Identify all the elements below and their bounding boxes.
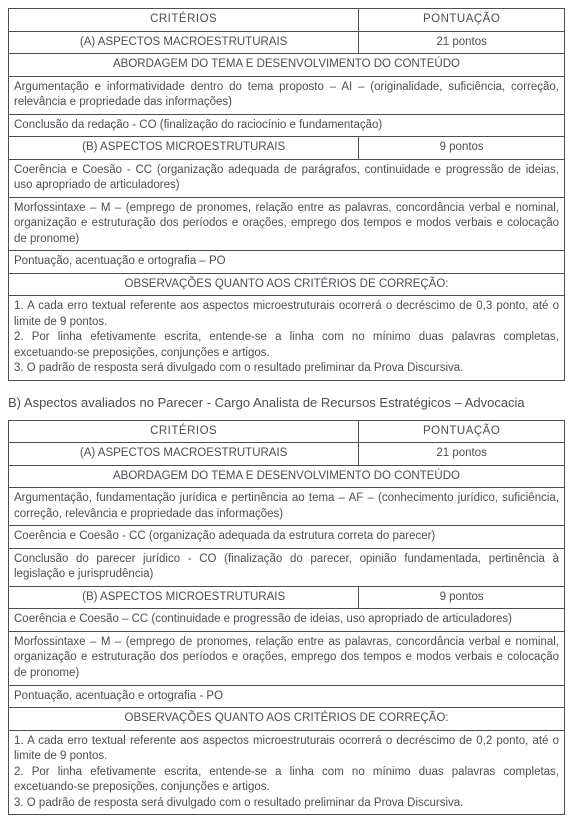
section-b-title: B) Aspectos avaliados no Parecer - Cargo…	[8, 395, 565, 410]
micro-row: (B) ASPECTOS MICROESTRUTURAIS 9 pontos	[9, 137, 565, 160]
micro-points: 9 pontos	[359, 586, 565, 609]
row-cc: Coerência e Coesão - CC (organização ade…	[9, 159, 565, 197]
table-header: CRITÉRIOS PONTUAÇÃO	[9, 9, 565, 32]
micro-label: (B) ASPECTOS MICROESTRUTURAIS	[9, 586, 359, 609]
obs-body-row: 1. A cada erro textual referente aos asp…	[9, 730, 565, 815]
row-po: Pontuação, acentuação e ortografia - PO	[9, 685, 565, 708]
row-conclusao: Conclusão do parecer jurídico - CO (fina…	[9, 548, 565, 586]
obs-item-1: 1. A cada erro textual referente aos asp…	[14, 299, 559, 330]
criteria-table-2: CRITÉRIOS PONTUAÇÃO (A) ASPECTOS MACROES…	[8, 420, 565, 815]
row-morfo: Morfossintaxe – M – (emprego de pronomes…	[9, 197, 565, 251]
row-cc: Coerência e Coesão - CC (organização ade…	[9, 526, 565, 549]
abordagem-row: ABORDAGEM DO TEMA E DESENVOLVIMENTO DO C…	[9, 465, 565, 488]
header-score: PONTUAÇÃO	[359, 9, 565, 32]
content-row: Morfossintaxe – M – (emprego de pronomes…	[9, 631, 565, 685]
obs-body: 1. A cada erro textual referente aos asp…	[9, 296, 565, 381]
header-criteria: CRITÉRIOS	[9, 9, 359, 32]
obs-item-1: 1. A cada erro textual referente aos asp…	[14, 734, 559, 765]
content-row: Conclusão do parecer jurídico - CO (fina…	[9, 548, 565, 586]
row-conclusao: Conclusão da redação - CO (finalização d…	[9, 114, 565, 137]
header-score: PONTUAÇÃO	[359, 420, 565, 443]
obs-item-3: 3. O padrão de resposta será divulgado c…	[14, 796, 559, 812]
content-row: Argumentação e informatividade dentro do…	[9, 76, 565, 114]
obs-header: OBSERVAÇÕES QUANTO AOS CRITÉRIOS DE CORR…	[9, 708, 565, 731]
content-row: Coerência e Coesão – CC (continuidade e …	[9, 609, 565, 632]
content-row: Coerência e Coesão - CC (organização ade…	[9, 526, 565, 549]
macro-row: (A) ASPECTOS MACROESTRUTURAIS 21 pontos	[9, 443, 565, 466]
row-arg: Argumentação e informatividade dentro do…	[9, 76, 565, 114]
macro-label: (A) ASPECTOS MACROESTRUTURAIS	[9, 31, 359, 54]
content-row: Pontuação, acentuação e ortografia - PO	[9, 685, 565, 708]
obs-header-row: OBSERVAÇÕES QUANTO AOS CRITÉRIOS DE CORR…	[9, 273, 565, 296]
row-arg: Argumentação, fundamentação jurídica e p…	[9, 488, 565, 526]
table-header: CRITÉRIOS PONTUAÇÃO	[9, 420, 565, 443]
micro-label: (B) ASPECTOS MICROESTRUTURAIS	[9, 137, 359, 160]
obs-body-row: 1. A cada erro textual referente aos asp…	[9, 296, 565, 381]
row-cc2: Coerência e Coesão – CC (continuidade e …	[9, 609, 565, 632]
obs-header-row: OBSERVAÇÕES QUANTO AOS CRITÉRIOS DE CORR…	[9, 708, 565, 731]
content-row: Pontuação, acentuação e ortografia – PO	[9, 251, 565, 274]
header-criteria: CRITÉRIOS	[9, 420, 359, 443]
macro-points: 21 pontos	[359, 443, 565, 466]
micro-row: (B) ASPECTOS MICROESTRUTURAIS 9 pontos	[9, 586, 565, 609]
criteria-table-1: CRITÉRIOS PONTUAÇÃO (A) ASPECTOS MACROES…	[8, 8, 565, 381]
obs-header: OBSERVAÇÕES QUANTO AOS CRITÉRIOS DE CORR…	[9, 273, 565, 296]
obs-item-2: 2. Por linha efetivamente escrita, enten…	[14, 765, 559, 796]
abordagem-label: ABORDAGEM DO TEMA E DESENVOLVIMENTO DO C…	[9, 54, 565, 77]
abordagem-row: ABORDAGEM DO TEMA E DESENVOLVIMENTO DO C…	[9, 54, 565, 77]
macro-label: (A) ASPECTOS MACROESTRUTURAIS	[9, 443, 359, 466]
content-row: Morfossintaxe – M – (emprego de pronomes…	[9, 197, 565, 251]
obs-item-3: 3. O padrão de resposta será divulgado c…	[14, 361, 559, 377]
macro-points: 21 pontos	[359, 31, 565, 54]
row-po: Pontuação, acentuação e ortografia – PO	[9, 251, 565, 274]
content-row: Argumentação, fundamentação jurídica e p…	[9, 488, 565, 526]
abordagem-label: ABORDAGEM DO TEMA E DESENVOLVIMENTO DO C…	[9, 465, 565, 488]
obs-body: 1. A cada erro textual referente aos asp…	[9, 730, 565, 815]
content-row: Coerência e Coesão - CC (organização ade…	[9, 159, 565, 197]
content-row: Conclusão da redação - CO (finalização d…	[9, 114, 565, 137]
row-morfo: Morfossintaxe – M – (emprego de pronomes…	[9, 631, 565, 685]
obs-item-2: 2. Por linha efetivamente escrita, enten…	[14, 330, 559, 361]
micro-points: 9 pontos	[359, 137, 565, 160]
macro-row: (A) ASPECTOS MACROESTRUTURAIS 21 pontos	[9, 31, 565, 54]
